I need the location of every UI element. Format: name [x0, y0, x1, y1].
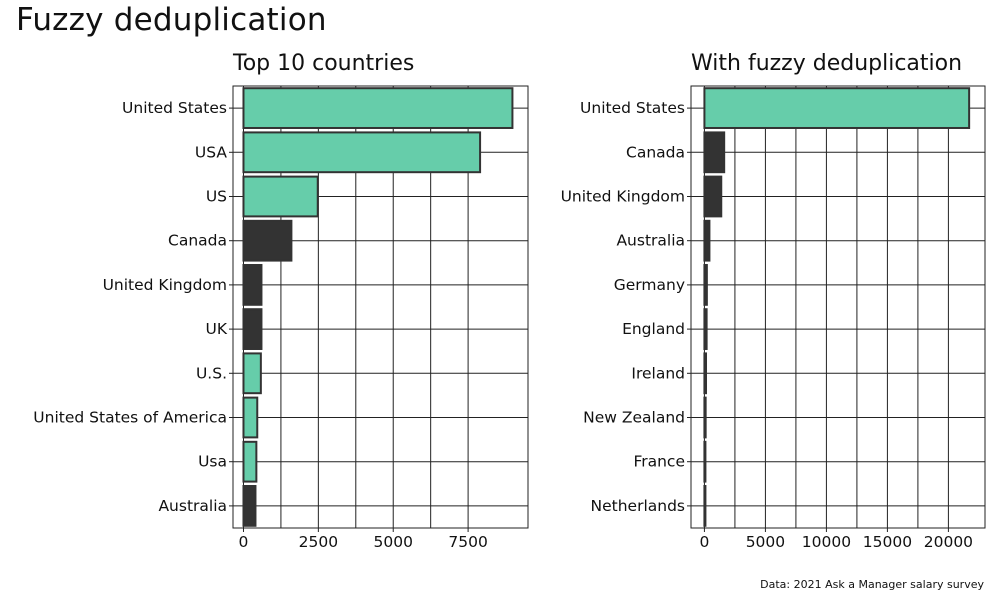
category-label-dedup-2: United Kingdom	[561, 188, 685, 206]
bar-top10-6	[242, 352, 262, 395]
panel-border-dedup	[690, 85, 986, 529]
category-label-dedup-7: New Zealand	[583, 409, 685, 427]
panel-border-top10	[232, 85, 529, 529]
category-label-dedup-4: Germany	[614, 276, 685, 294]
category-label-dedup-1: Canada	[626, 143, 685, 161]
panel-title-dedup: With fuzzy deduplication	[691, 51, 962, 76]
data-source-caption: Data: 2021 Ask a Manager salary survey	[760, 578, 984, 591]
bar-top10-8	[242, 440, 258, 483]
category-label-top10-7: United States of America	[33, 409, 227, 427]
category-label-top10-9: Australia	[158, 497, 227, 515]
category-label-dedup-0: United States	[580, 99, 685, 117]
bar-dedup-2	[703, 175, 723, 218]
category-label-top10-0: United States	[122, 99, 227, 117]
bar-dedup-6	[703, 352, 708, 395]
category-label-top10-4: United Kingdom	[103, 276, 227, 294]
xtick-label-top10-1: 2500	[299, 533, 338, 551]
bar-dedup-4	[703, 264, 708, 306]
xtick-label-dedup-3: 15000	[863, 533, 912, 551]
page-title: Fuzzy deduplication	[16, 2, 327, 38]
xtick-label-dedup-1: 5000	[746, 533, 785, 551]
panel-title-top10: Top 10 countries	[232, 51, 414, 76]
bar-top10-4	[242, 264, 263, 306]
category-label-top10-5: UK	[205, 320, 227, 338]
bar-top10-7	[242, 396, 259, 439]
category-label-top10-8: Usa	[198, 453, 227, 471]
bar-dedup-0	[703, 87, 971, 129]
category-label-top10-6: U.S.	[196, 364, 227, 382]
bar-top10-1	[242, 131, 482, 174]
xtick-label-top10-2: 5000	[374, 533, 413, 551]
bar-dedup-5	[703, 308, 708, 350]
xtick-label-dedup-0: 0	[699, 533, 709, 551]
bar-top10-0	[242, 87, 514, 129]
bar-dedup-7	[703, 396, 707, 439]
category-label-dedup-9: Netherlands	[591, 497, 685, 515]
bar-dedup-9	[703, 485, 707, 527]
xtick-label-top10-0: 0	[239, 533, 249, 551]
bar-dedup-1	[703, 131, 726, 174]
category-label-top10-3: Canada	[168, 232, 227, 250]
xtick-label-dedup-4: 20000	[924, 533, 973, 551]
xtick-label-top10-3: 7500	[448, 533, 487, 551]
xtick-label-dedup-2: 10000	[802, 533, 851, 551]
category-label-dedup-6: Ireland	[631, 364, 685, 382]
category-label-dedup-5: England	[622, 320, 685, 338]
bar-dedup-8	[703, 440, 707, 483]
bar-top10-3	[242, 219, 293, 262]
bar-top10-5	[242, 308, 263, 350]
category-label-dedup-3: Australia	[616, 232, 685, 250]
bar-dedup-3	[703, 219, 711, 262]
bar-top10-9	[242, 485, 257, 527]
category-label-dedup-8: France	[633, 453, 685, 471]
bar-top10-2	[242, 175, 319, 218]
category-label-top10-1: USA	[195, 143, 227, 161]
category-label-top10-2: US	[206, 188, 227, 206]
